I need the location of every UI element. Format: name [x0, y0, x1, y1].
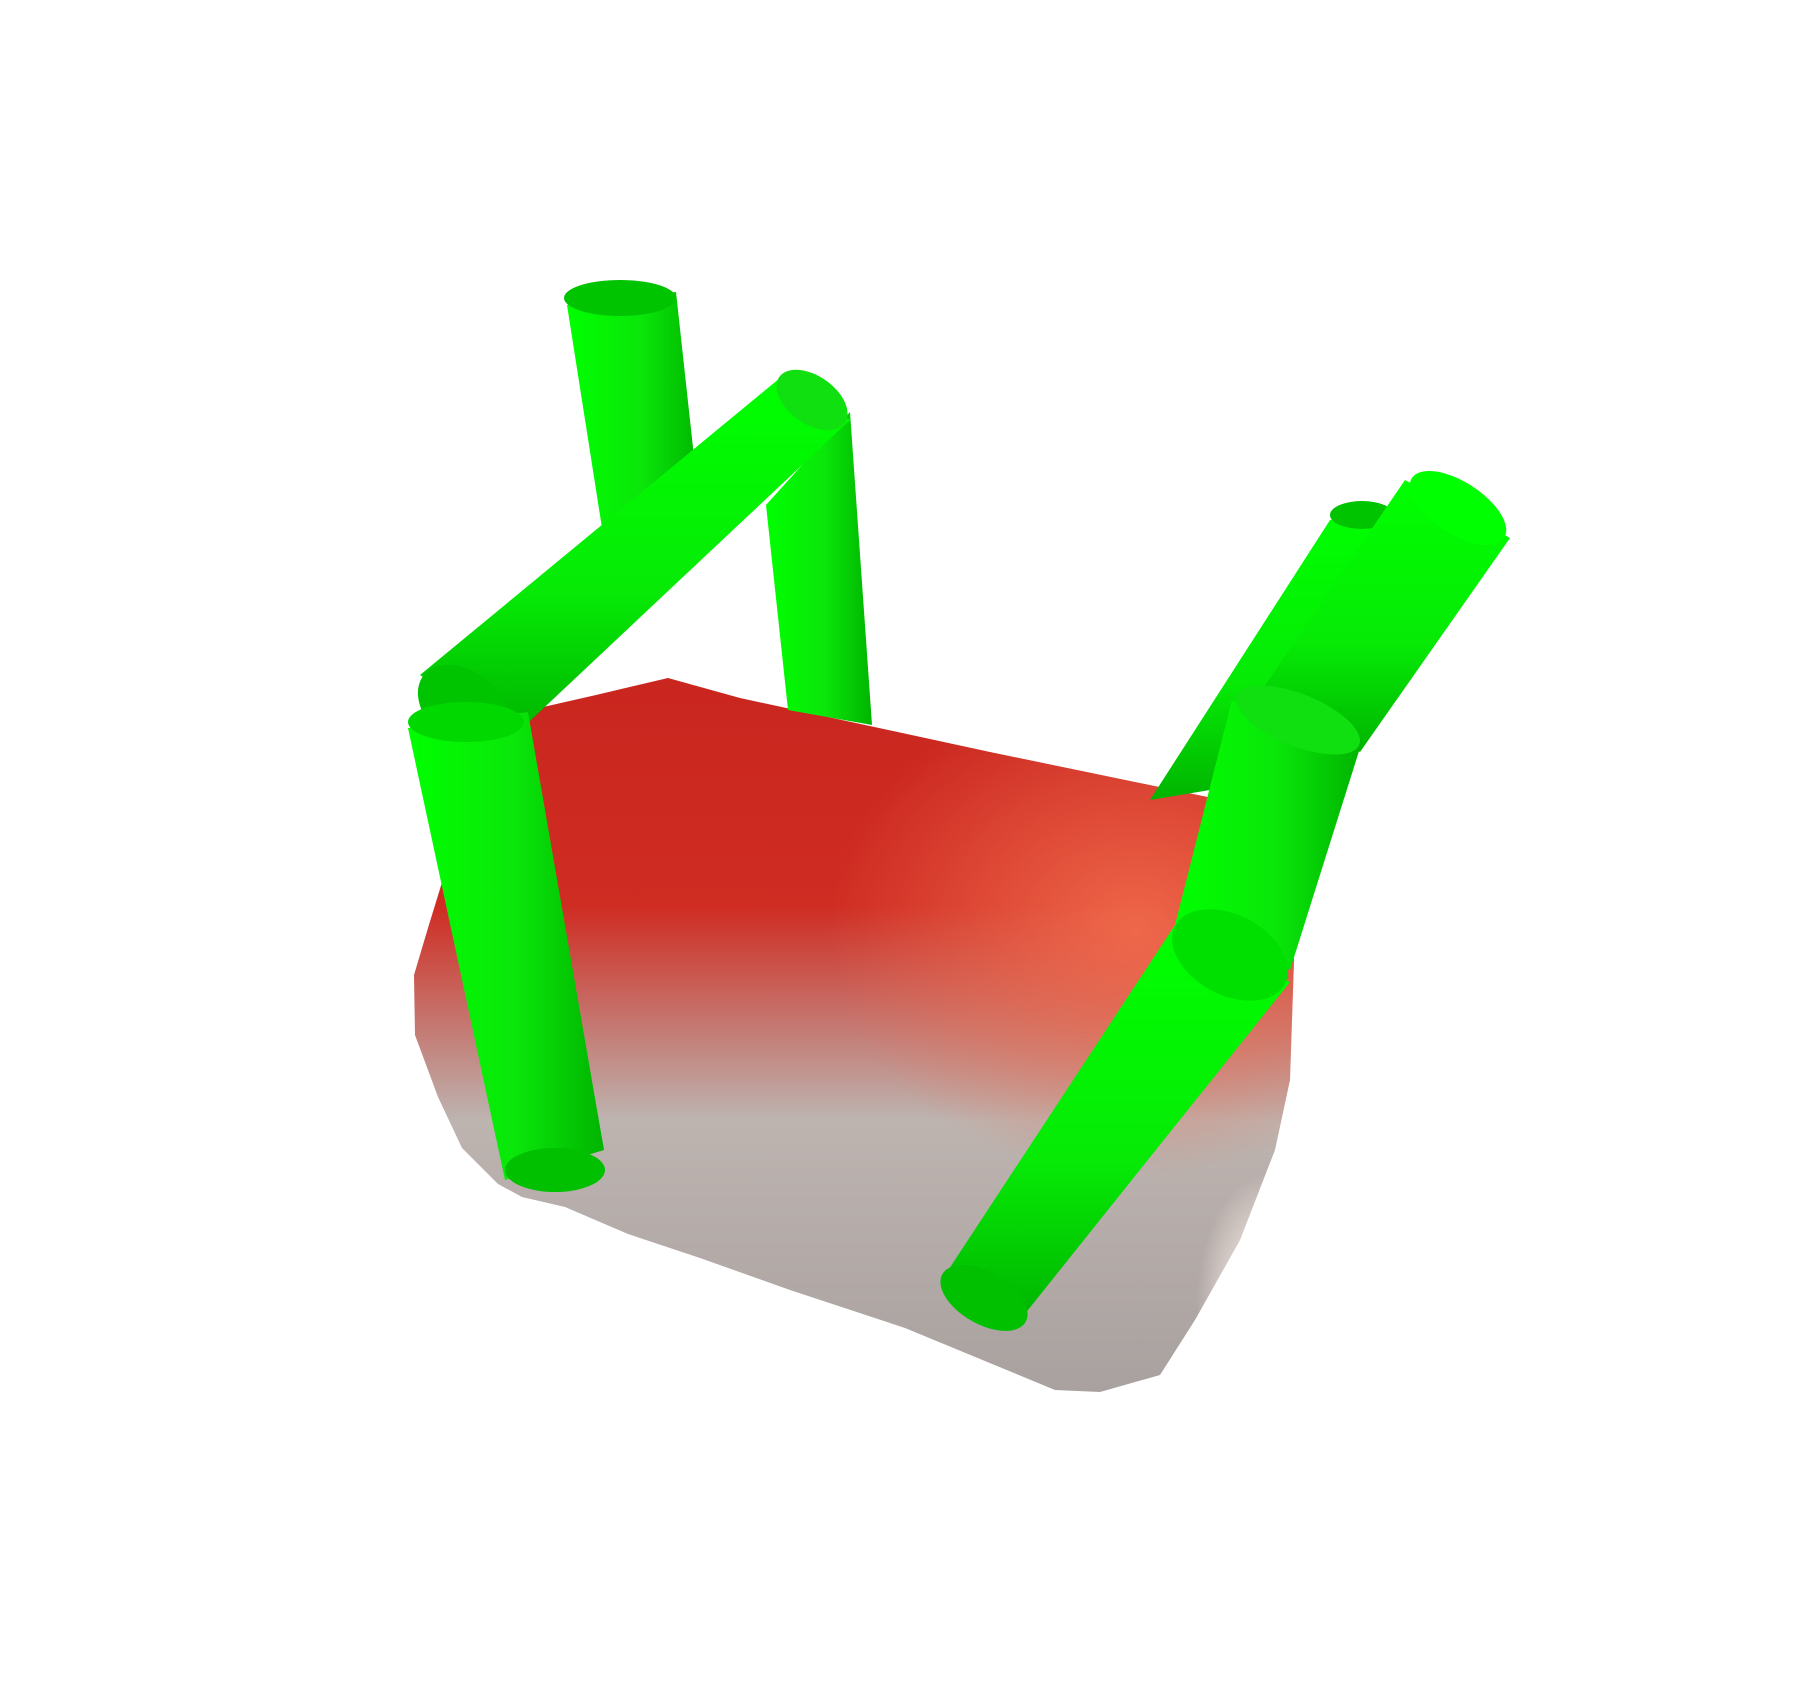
- front-right-diagonal-tube-body: [945, 925, 1290, 1320]
- diagonal-crossbar-body: [420, 378, 850, 735]
- rear-center-tube-body: [766, 412, 872, 725]
- front-right-diagonal-tube-bottom-cap: [940, 1265, 1028, 1331]
- front-right-upper-tube-cap: [1409, 470, 1507, 546]
- front-right-vertical-tube-top-cap: [1236, 685, 1360, 755]
- rear-center-tube: [766, 412, 872, 725]
- front-right-vertical-tube: [1175, 685, 1360, 970]
- front-right-diagonal-tube: [940, 909, 1290, 1331]
- front-right-vertical-tube-body: [1175, 700, 1360, 970]
- left-leg-tube-top-cap: [408, 702, 524, 742]
- diagonal-crossbar-end-cap: [776, 369, 848, 431]
- left-leg-tube-body: [408, 712, 604, 1180]
- front-right-upper-tube: [1255, 470, 1510, 752]
- top-vertical-tube-cap: [564, 280, 676, 316]
- front-right-diagonal-tube-top-cap: [1172, 909, 1288, 1001]
- front-right-upper-tube-body: [1255, 480, 1510, 752]
- back-right-tube-body: [1150, 510, 1390, 800]
- left-leg-tube: [408, 702, 605, 1192]
- left-leg-tube-bottom-cap: [505, 1148, 605, 1192]
